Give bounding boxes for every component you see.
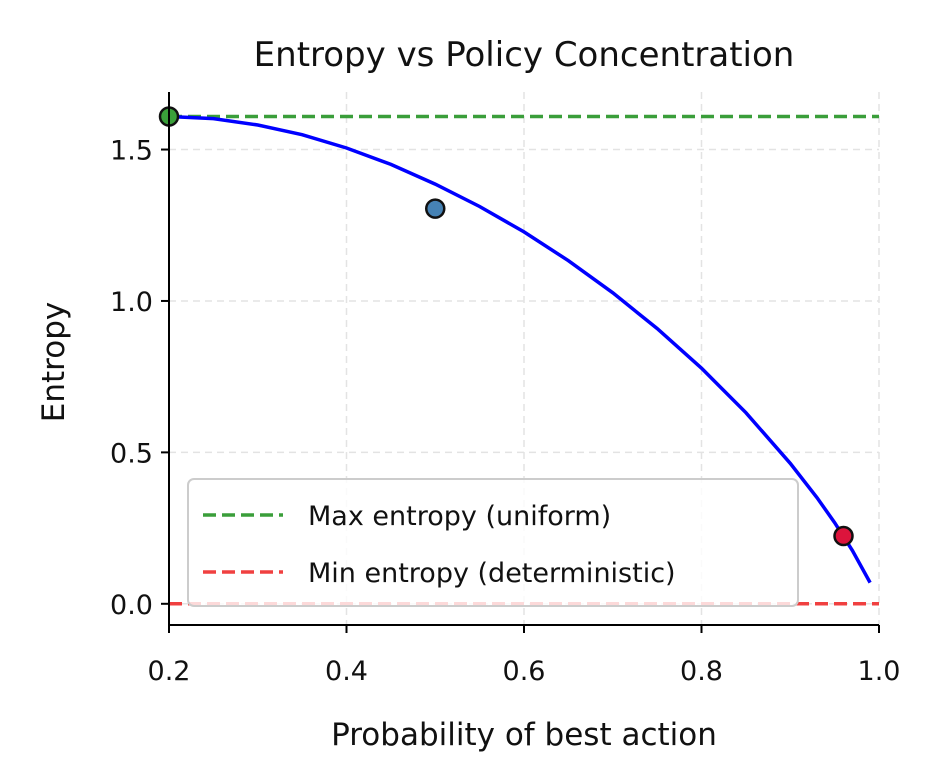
y-axis-label: Entropy [36,302,72,422]
legend-label-max: Max entropy (uniform) [308,501,611,532]
y-ticks: 0.0 0.5 1.0 1.5 [110,136,169,621]
x-tick-label: 1.0 [858,656,901,687]
legend: Max entropy (uniform) Min entropy (deter… [187,478,799,607]
y-tick-label: 0.0 [110,590,153,621]
y-tick-label: 1.0 [110,287,153,318]
y-tick-label: 1.5 [110,136,153,167]
legend-box [187,478,799,607]
x-tick-label: 0.2 [148,656,191,687]
x-ticks: 0.2 0.4 0.6 0.8 1.0 [148,625,901,687]
data-point [833,525,854,547]
x-axis-label: Probability of best action [331,717,717,753]
entropy-curve [168,114,872,584]
legend-label-min: Min entropy (deterministic) [308,558,676,589]
data-point [425,198,446,219]
chart-title: Entropy vs Policy Concentration [254,35,795,75]
x-tick-label: 0.8 [680,656,723,687]
x-tick-label: 0.6 [503,656,546,687]
y-tick-label: 0.5 [110,438,153,469]
x-tick-label: 0.4 [325,656,368,687]
